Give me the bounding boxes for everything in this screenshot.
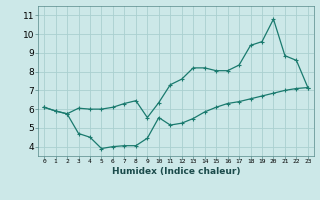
X-axis label: Humidex (Indice chaleur): Humidex (Indice chaleur) xyxy=(112,167,240,176)
